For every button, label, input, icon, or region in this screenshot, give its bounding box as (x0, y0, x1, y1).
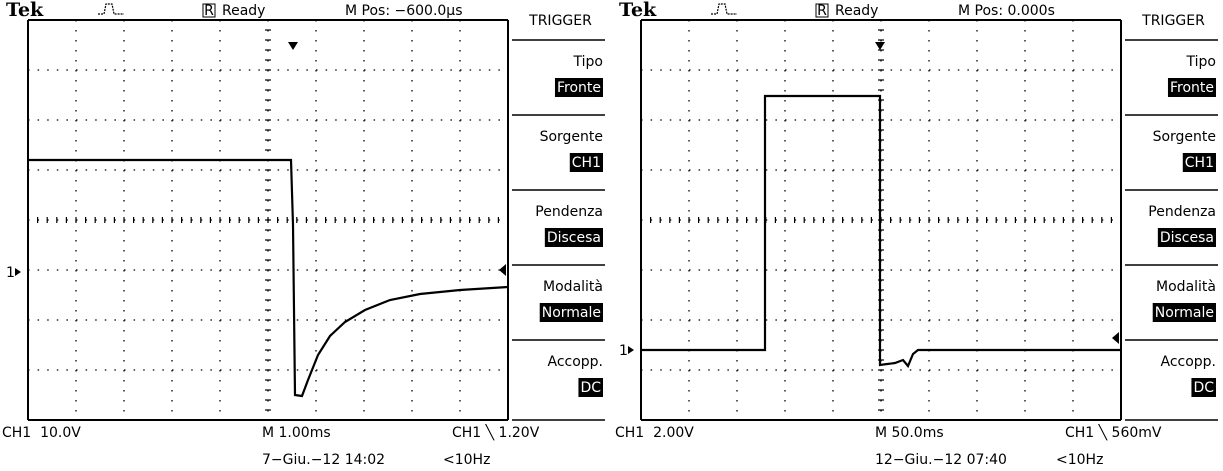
menu-value: DC (1193, 380, 1214, 396)
menu-value: CH1 (572, 155, 601, 171)
timebase: M 1.00ms (262, 425, 331, 441)
trigger-setting: CH1 ╲ 560mV (1065, 424, 1162, 441)
channel-scale: CH1 10.0V (2, 425, 81, 441)
menu-value: DC (580, 380, 601, 396)
oscilloscope-screenshots: 1 Tek R Ready M Pos: −600.0µs TRIGGER Tipo Fron… (0, 0, 1223, 471)
acquisition-icon (98, 4, 124, 14)
menu-label: Modalità (543, 279, 603, 295)
acquisition-icon (711, 4, 737, 14)
brand: Tek (6, 0, 44, 21)
menu-value: Discesa (1160, 230, 1214, 246)
trigger-position (288, 42, 298, 50)
channel-scale: CH1 2.00V (615, 425, 694, 441)
menu-label: Tipo (573, 54, 603, 70)
menu-label: Tipo (1186, 54, 1216, 70)
menu-label: Sorgente (1153, 129, 1216, 145)
date-time: 12−Giu.−12 07:40 (875, 452, 1007, 468)
menu-label: Accopp. (547, 354, 603, 370)
channel-marker: 1 (619, 343, 628, 359)
menu-title: TRIGGER (1141, 13, 1205, 29)
run-state: R (817, 3, 827, 19)
timebase: M 50.0ms (875, 425, 944, 441)
run-state: R (204, 3, 214, 19)
trigger-level (499, 264, 506, 276)
menu-value: Discesa (547, 230, 601, 246)
trigger-frequency: <10Hz (1056, 452, 1103, 468)
trigger-position (875, 42, 885, 50)
brand: Tek (619, 0, 657, 21)
trigger-level (1112, 332, 1119, 344)
menu-title: TRIGGER (528, 13, 592, 29)
ground-arrow (628, 346, 634, 354)
status: Ready (222, 3, 265, 19)
trigger-frequency: <10Hz (443, 452, 490, 468)
menu-value: Normale (1155, 305, 1214, 321)
menu-label: Modalità (1156, 279, 1216, 295)
menu-value: Fronte (1170, 80, 1214, 96)
trigger-setting: CH1 ╲ 1.20V (452, 424, 540, 441)
menu-label: Pendenza (1148, 204, 1216, 220)
menu-value: Fronte (557, 80, 601, 96)
menu-label: Accopp. (1160, 354, 1216, 370)
status: Ready (835, 3, 878, 19)
date-time: 7−Giu.−12 14:02 (262, 452, 385, 468)
ground-arrow (15, 268, 21, 276)
horizontal-position: M Pos: 0.000s (958, 3, 1055, 19)
menu-label: Sorgente (540, 129, 603, 145)
waveform (641, 96, 1121, 366)
horizontal-position: M Pos: −600.0µs (345, 3, 463, 19)
menu-value: Normale (542, 305, 601, 321)
menu-value: CH1 (1185, 155, 1214, 171)
channel-marker: 1 (6, 265, 15, 281)
menu-label: Pendenza (535, 204, 603, 220)
